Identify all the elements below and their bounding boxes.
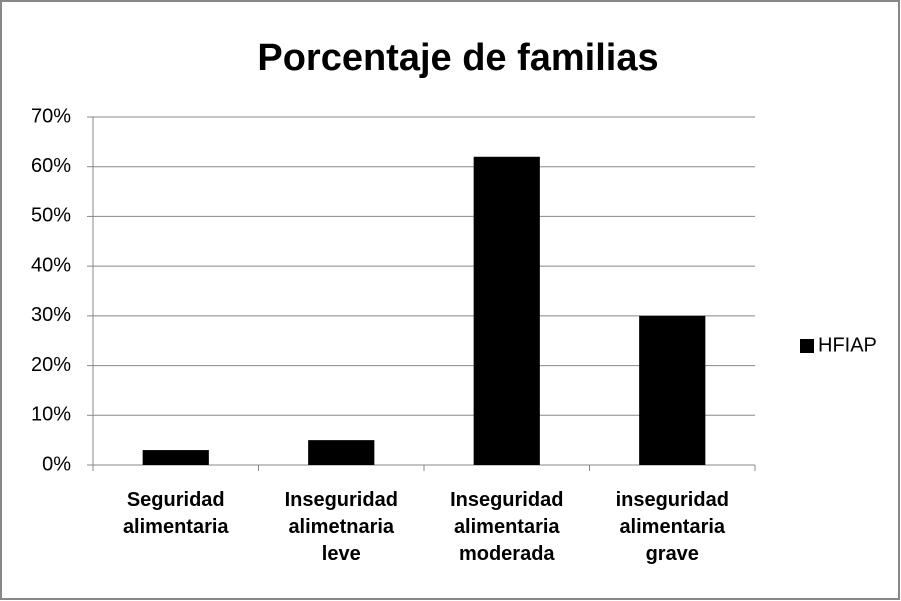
y-tick-label: 50% [31,205,71,227]
bar [473,156,540,465]
bar [639,315,706,465]
x-tick-label: Inseguridad alimetnaria leve [284,489,398,565]
bar [308,440,375,465]
y-tick-label: 20% [31,354,71,376]
y-tick-label: 0% [42,453,71,475]
legend-label: HFIAP [818,334,877,356]
bar [142,450,209,465]
x-tick-label: Seguridad alimentaria [122,489,229,538]
x-tick-label: inseguridad alimentaria grave [615,489,729,565]
y-tick-label: 10% [31,404,71,426]
chart-title: Porcentaje de familias [257,37,658,79]
y-tick-label: 30% [31,304,71,326]
y-tick-label: 40% [31,254,71,276]
y-tick-label: 60% [31,155,71,177]
legend-swatch [800,339,814,353]
y-tick-label: 70% [31,105,71,127]
x-tick-label: Inseguridad alimentaria moderada [450,489,564,565]
